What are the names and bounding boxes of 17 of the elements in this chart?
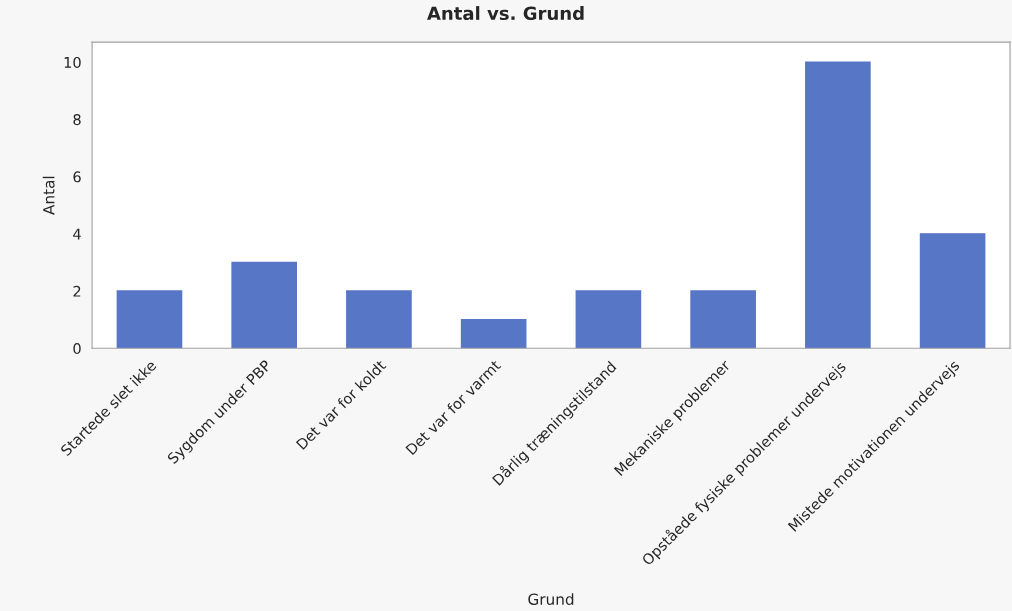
y-tick-label: 6	[73, 171, 81, 183]
bar	[919, 233, 986, 349]
x-axis-title: Grund	[528, 593, 574, 605]
bar	[575, 290, 642, 349]
bar	[116, 290, 183, 349]
y-axis-title: Antal	[42, 176, 55, 215]
y-tick-label: 10	[64, 56, 81, 68]
y-tick-label: 8	[73, 114, 81, 126]
chart-title: Antal vs. Grund	[427, 6, 584, 21]
bar	[460, 318, 527, 349]
bar	[805, 61, 871, 349]
y-tick-label: 2	[73, 285, 81, 297]
y-tick-label: 0	[73, 342, 81, 355]
y-tick-label: 4	[73, 228, 81, 240]
bar	[690, 290, 756, 349]
bar	[346, 290, 412, 349]
bar	[231, 261, 298, 349]
